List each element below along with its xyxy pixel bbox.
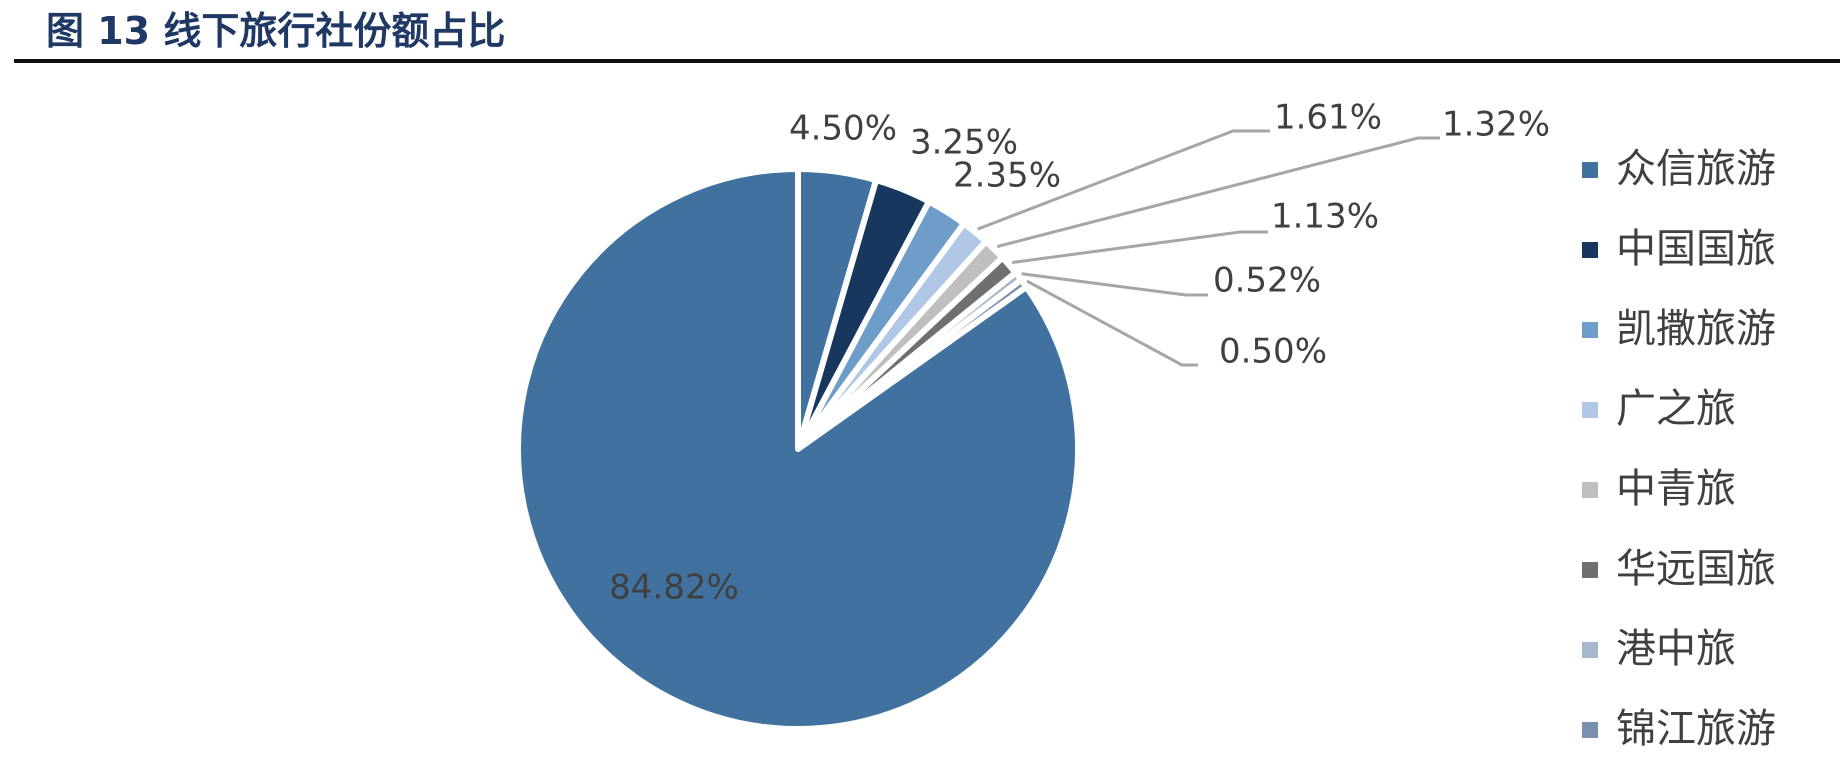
legend: 众信旅游 中国国旅 凯撒旅游 广之旅 中青旅 华远国旅 港中旅 锦江旅游 <box>1582 140 1832 780</box>
legend-label: 华远国旅 <box>1616 546 1776 592</box>
legend-item[interactable]: 锦江旅游 <box>1582 700 1832 780</box>
legend-item[interactable]: 广之旅 <box>1582 380 1832 460</box>
legend-swatch <box>1582 642 1598 658</box>
leader-line <box>977 129 1270 231</box>
leader-line <box>996 136 1440 248</box>
data-label: 1.32% <box>1442 105 1550 145</box>
data-label: 0.50% <box>1219 332 1327 372</box>
leader-line <box>1021 272 1208 297</box>
legend-label: 港中旅 <box>1616 626 1736 672</box>
legend-label: 锦江旅游 <box>1616 706 1776 752</box>
data-label: 2.35% <box>953 156 1061 196</box>
leader-lines <box>977 129 1440 367</box>
data-label: 0.52% <box>1213 261 1321 301</box>
pie-slices <box>515 166 1081 732</box>
legend-item[interactable]: 凯撒旅游 <box>1582 300 1832 380</box>
legend-item[interactable]: 华远国旅 <box>1582 540 1832 620</box>
data-label: 3.25% <box>910 123 1018 163</box>
legend-label: 中国国旅 <box>1616 226 1776 272</box>
legend-swatch <box>1582 482 1598 498</box>
legend-swatch <box>1582 162 1598 178</box>
data-label: 4.50% <box>789 109 897 149</box>
legend-swatch <box>1582 722 1598 738</box>
legend-item[interactable]: 众信旅游 <box>1582 140 1832 220</box>
legend-item[interactable]: 港中旅 <box>1582 620 1832 700</box>
legend-item[interactable]: 中国国旅 <box>1582 220 1832 300</box>
figure-title: 图 13 线下旅行社份额占比 <box>46 9 506 53</box>
legend-swatch <box>1582 402 1598 418</box>
data-label: 1.13% <box>1271 197 1379 237</box>
data-labels: 4.50% 3.25%2.35% 1.61% 1.32% 1.13% 0.52% 0.50%… <box>609 98 1550 608</box>
leader-line <box>1026 279 1198 367</box>
legend-label: 广之旅 <box>1616 386 1736 432</box>
title-rule <box>14 59 1840 63</box>
legend-swatch <box>1582 562 1598 578</box>
legend-item[interactable]: 中青旅 <box>1582 460 1832 540</box>
legend-label: 中青旅 <box>1616 466 1736 512</box>
legend-label: 众信旅游 <box>1616 146 1776 192</box>
legend-swatch <box>1582 322 1598 338</box>
data-label: 84.82% <box>609 568 739 608</box>
pie-slice <box>515 166 1081 732</box>
leader-line <box>1011 230 1268 264</box>
legend-swatch <box>1582 242 1598 258</box>
data-label: 1.61% <box>1274 98 1382 138</box>
legend-label: 凯撒旅游 <box>1616 306 1776 352</box>
